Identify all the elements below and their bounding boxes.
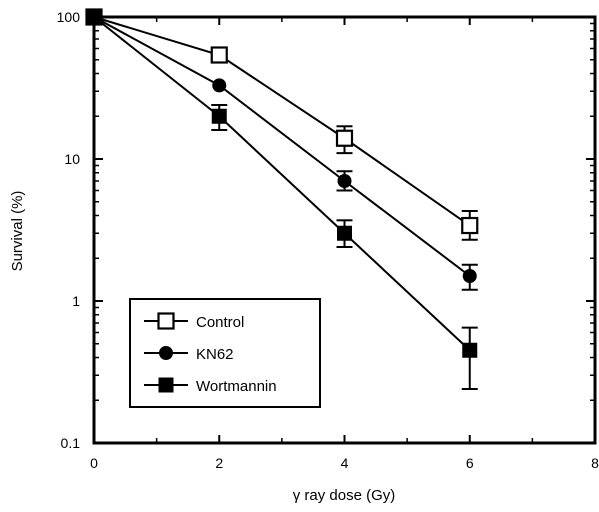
- x-tick-label: 6: [466, 455, 474, 471]
- x-tick-label: 4: [341, 455, 349, 471]
- x-axis-label: γ ray dose (Gy): [293, 487, 396, 504]
- data-point: [335, 129, 354, 147]
- legend-marker: [157, 312, 175, 330]
- series-line: [93, 16, 471, 351]
- data-point: [212, 78, 227, 93]
- legend-label: KN62: [196, 346, 234, 363]
- data-point: [210, 46, 228, 64]
- series-kn62: [87, 10, 478, 291]
- data-point: [337, 173, 352, 188]
- legend: Control KN62 Wortmannin: [129, 298, 321, 408]
- x-tick-label: 2: [215, 455, 223, 471]
- series-line: [93, 16, 471, 227]
- data-point: [86, 9, 102, 25]
- y-tick-label: 10: [64, 151, 80, 167]
- legend-label: Control: [196, 314, 244, 331]
- legend-marker: [159, 346, 173, 360]
- legend-marker: [158, 377, 174, 393]
- y-tick-label: 100: [57, 9, 81, 25]
- x-tick-label: 8: [591, 455, 599, 471]
- axes-layer: 0 2 4 6 8 0.1 1 10 100: [57, 9, 599, 471]
- x-tick-label: 0: [90, 455, 98, 471]
- data-point: [337, 225, 352, 241]
- y-axis-label: Survival (%): [9, 191, 26, 272]
- series-wortmannin: [86, 9, 478, 391]
- data-point: [461, 216, 479, 235]
- data-point: [462, 342, 478, 358]
- series-line: [93, 16, 471, 277]
- legend-label: Wortmannin: [196, 378, 277, 395]
- series-layer: [85, 8, 479, 391]
- y-tick-label: 0.1: [61, 435, 81, 451]
- series-control: [85, 8, 479, 241]
- y-tick-label: 1: [72, 293, 80, 309]
- data-point: [462, 268, 477, 283]
- data-point: [211, 108, 227, 124]
